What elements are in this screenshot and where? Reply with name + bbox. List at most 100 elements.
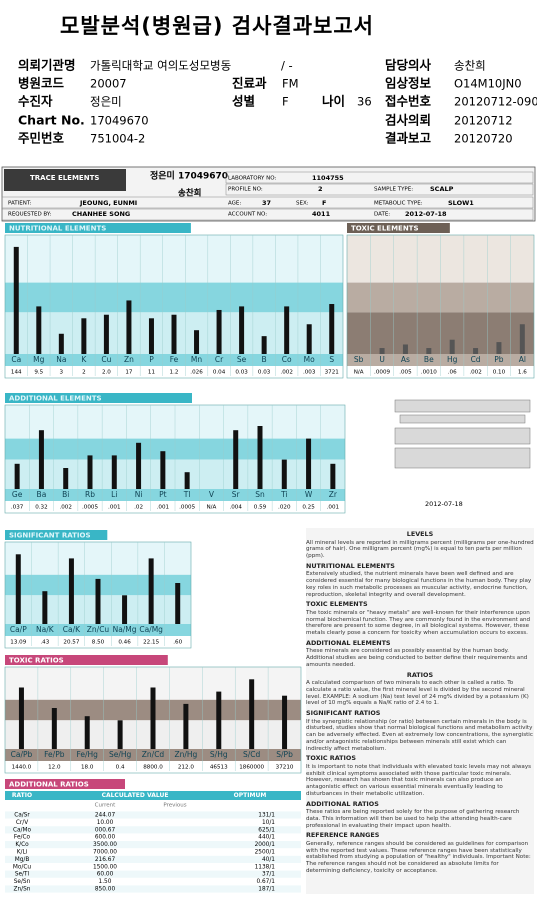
ratio-name: Fe/Co [14, 835, 31, 841]
category-label: Ca/Pb [11, 750, 33, 759]
info-label: 검사의뢰 [385, 113, 431, 128]
bar [496, 342, 502, 354]
bar [379, 348, 385, 354]
value-label: .001 [157, 505, 170, 511]
field-value: 4011 [312, 210, 331, 218]
info-label: 성별 [232, 94, 255, 109]
info-label: Chart No. [18, 113, 85, 128]
info-label: 접수번호 [385, 94, 432, 109]
column-head: RATIO [12, 792, 32, 799]
note-heading: ADDITIONAL ELEMENTS [306, 638, 391, 647]
value-label: 0.46 [118, 640, 131, 646]
chart-frame [4, 541, 192, 649]
value-label: 1440.0 [12, 765, 32, 771]
bar [183, 703, 189, 749]
category-label: U [379, 355, 385, 364]
value-label: 11 [148, 370, 156, 376]
field-value: 2 [318, 185, 323, 193]
ratio-optimum: 187/1 [258, 887, 275, 893]
page-title: 모발분석(병원급) 검사결과보고서 [60, 14, 374, 38]
date-stamp: 2012-07-18 [425, 500, 463, 508]
value-label: .0010 [421, 370, 437, 376]
category-label: Al [519, 355, 526, 364]
value-label: .004 [229, 505, 242, 511]
value-label: .037 [11, 505, 24, 511]
bar [329, 304, 335, 354]
category-label: Be [424, 355, 434, 364]
ratio-value: 60.00 [97, 872, 114, 878]
value-label: .43 [40, 640, 49, 646]
value-label: 20.57 [63, 640, 79, 646]
info-value: 20120712 [454, 114, 513, 128]
bar [14, 463, 20, 489]
bar [36, 306, 42, 354]
info-label: 나이 [322, 94, 345, 109]
info-label: 주민번호 [18, 131, 65, 146]
ratio-name: K/Li [17, 850, 28, 856]
bar [117, 720, 123, 749]
note-heading: LEVELS [406, 530, 434, 538]
category-label: Cr [215, 355, 224, 364]
category-label: V [209, 490, 215, 499]
field-label: DATE: [374, 212, 390, 218]
field-label: LABORATORY NO: [228, 176, 277, 182]
note-text: The toxic minerals or "heavy metals" are… [306, 609, 531, 637]
value-label: .0005 [82, 505, 98, 511]
field-label: ACCOUNT NO: [228, 212, 267, 218]
bar [126, 300, 132, 354]
bar [103, 314, 109, 354]
bar [18, 687, 24, 749]
info-value: 정은미 [90, 95, 122, 109]
bar [402, 344, 408, 354]
category-label: B [262, 355, 267, 364]
category-label: Fe/Pb [44, 750, 65, 759]
field-label: REQUESTED BY: [8, 212, 52, 218]
value-label: .026 [190, 370, 203, 376]
field-value: JEOUNG, EUNMI [79, 199, 137, 207]
chart-header [5, 393, 192, 403]
category-label: S/Pb [276, 750, 293, 759]
value-label: .002 [469, 370, 481, 376]
category-label: Sr [232, 490, 241, 499]
bar [282, 695, 288, 749]
value-label: 0.03 [235, 370, 248, 376]
note-text: If the synergistic relationship (or rati… [306, 718, 533, 752]
value-label: 37210 [276, 765, 294, 771]
field-label: PROFILE NO: [228, 187, 263, 193]
value-label: 22.15 [143, 640, 159, 646]
value-label: 18.0 [81, 765, 94, 771]
value-label: 46513 [210, 765, 228, 771]
info-label: 병원코드 [18, 76, 65, 91]
label-strip [5, 749, 301, 761]
value-label: 1.6 [518, 370, 527, 376]
ratio-name: Ca/Sr [14, 813, 30, 819]
ratio-value: 244.07 [95, 813, 116, 819]
note-heading: TOXIC ELEMENTS [306, 600, 368, 609]
ratio-optimum: 10/1 [262, 820, 275, 826]
note-text: It is important to note that individuals… [306, 763, 532, 797]
category-label: Zr [329, 490, 338, 499]
bar [216, 309, 222, 354]
info-value: F [282, 95, 289, 109]
category-label: Zn [124, 355, 134, 364]
category-label: Ge [12, 490, 23, 499]
ratio-name: Mo/Cu [13, 864, 32, 870]
table-row [5, 833, 301, 841]
chart-header [347, 223, 450, 233]
category-label: Hg [447, 355, 458, 364]
info-value: 20007 [90, 77, 127, 91]
chart-title: NUTRITIONAL ELEMENTS [9, 225, 106, 233]
category-label: Na/Mg [113, 625, 137, 634]
category-label: Sn [255, 490, 265, 499]
table-title: ADDITIONAL RATIOS [9, 781, 89, 789]
value-label: 0.10 [493, 370, 506, 376]
note-heading: ADDITIONAL RATIOS [306, 799, 379, 808]
field-value: 1104755 [312, 174, 344, 182]
value-label: 1860000 [239, 765, 264, 771]
bar [150, 687, 156, 749]
chart-frame [4, 666, 302, 774]
value-label: N/A [354, 370, 364, 376]
field-value: 2012-07-18 [405, 210, 447, 218]
lab-name: TRACE ELEMENTS [30, 174, 99, 182]
category-label: Co [282, 355, 292, 364]
